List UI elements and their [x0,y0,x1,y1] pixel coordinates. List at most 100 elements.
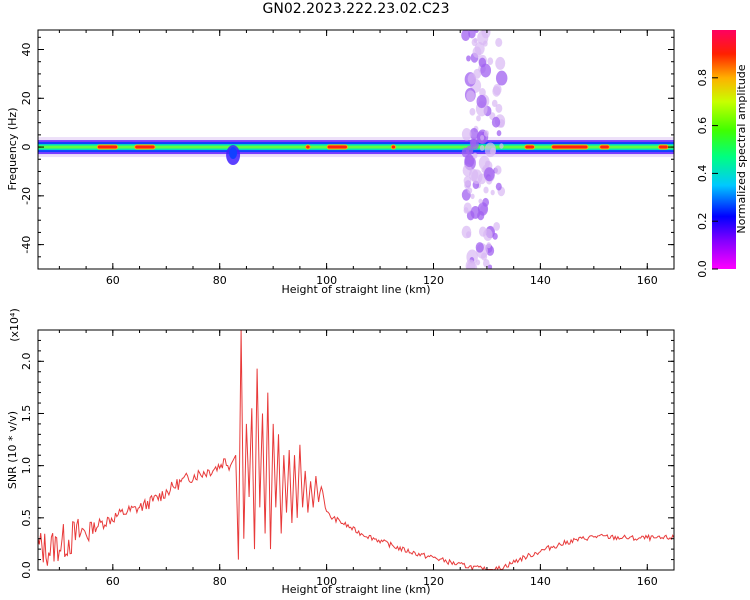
noise-blob [463,202,472,213]
noise-blob [495,37,503,48]
heatmap-plot-area [38,30,674,269]
heatmap-x-tick-label: 160 [637,274,658,287]
noise-blob [475,242,484,253]
noise-blob [470,193,475,200]
noise-blob [461,30,471,41]
noise-blob [494,165,502,175]
heatmap-y-tick-label: 20 [20,91,33,105]
snr-y-tick-label: 0.0 [20,561,33,579]
ridge-strong-segment [525,145,535,149]
noise-blob [471,169,483,184]
snr-y-tick-label: 2.0 [20,353,33,371]
colorbar-tick-label: 0.2 [696,212,709,230]
snr-plot-area [38,330,674,570]
noise-blob [476,94,487,109]
colorbar-axis: 0.0 0.2 0.4 0.6 0.8 [696,69,718,278]
noise-blob [490,189,495,196]
heatmap-y-tick-label: -40 [20,236,33,254]
ridge-strong-segment [552,145,588,149]
ridge-green-core [38,145,674,149]
heatmap-y-axis-label: Frequency (Hz) [6,108,19,191]
noise-blob [465,259,476,269]
noise-blob [476,115,481,122]
colorbar-tick-label: 0.8 [696,69,709,87]
ridge-strong-segment [327,145,347,149]
heatmap-frame [37,29,675,270]
heatmap-y-tick-label: 40 [20,43,33,57]
snr-axes: 60 80 100 120 140 160 0.0 0.5 1.0 1.5 2.0 [20,330,674,588]
noise-blob [461,127,472,141]
colorbar-label: Normalized spectral amplitude [735,64,748,233]
ridge-strong-segment [600,145,609,149]
heatmap-x-tick-label: 80 [213,274,227,287]
heatmap-y-tick-label: 0 [20,144,33,151]
snr-x-axis-label: Height of straight line (km) [281,583,430,596]
noise-blob [483,258,490,268]
noise-blob [464,180,471,190]
noise-blob [499,143,504,149]
noise-blob [474,30,479,34]
noise-blob [483,186,489,194]
noise-blob [480,134,485,141]
colorbar-tick-label: 0.6 [696,117,709,135]
noise-blob [493,221,501,231]
noise-blob [486,242,492,249]
ridge-strong-segment [658,145,668,149]
noise-blob [467,187,473,194]
snr-x-tick-label: 140 [530,575,551,588]
noise-blob [465,145,474,156]
noise-blob [495,70,508,86]
snr-frame [37,329,675,571]
ridge-strong-segment [135,145,155,149]
noise-blob [495,56,506,70]
ridge-strong-segment [97,145,118,149]
heatmap-x-tick-label: 120 [423,274,444,287]
noise-blob [487,264,493,269]
noise-blob [477,202,489,216]
colorbar-tick-label: 0.0 [696,260,709,278]
ridge-strong-segment [306,145,310,149]
ridge-disturbance-core [229,147,238,160]
snr-x-tick-label: 100 [316,575,337,588]
noise-blob [478,198,483,204]
noise-blob [481,30,491,39]
snr-y-multiplier: (x10⁴) [8,308,21,342]
noise-blob [474,42,485,56]
noise-blob [478,57,487,68]
noise-blob [466,231,472,238]
noise-blob [472,152,478,159]
noise-blob [483,228,493,241]
noise-blob [466,55,471,62]
snr-y-tick-label: 1.0 [20,457,33,475]
noise-blob [482,40,488,47]
ridge-strong-segment [391,145,396,149]
noise-blob [469,128,479,140]
colorbar-tick-label: 0.4 [696,165,709,183]
noise-blob [469,108,476,116]
noise-blob [467,73,477,85]
noise-blob [475,259,481,266]
noise-blob [471,38,478,47]
noise-blob [464,154,475,168]
noise-blob [470,138,479,150]
noise-blob [479,144,485,151]
colorbar [712,30,736,269]
noise-blob [495,182,502,191]
snr-y-axis-label: SNR (10 * v/v) [6,411,19,489]
heatmap-x-tick-label: 140 [530,274,551,287]
heatmap-axes: 60 80 100 120 140 160 -40 -20 0 20 40 [20,30,674,287]
noise-blob [491,99,498,108]
noise-blob [493,83,502,96]
snr-series-line [38,330,674,570]
chart-title: GN02.2023.222.23.02.C23 [262,1,450,17]
heatmap-x-tick-label: 100 [316,274,337,287]
noise-blob [483,167,495,182]
heatmap-x-axis-label: Height of straight line (km) [281,283,430,296]
noise-blob [495,103,503,113]
snr-y-tick-label: 0.5 [20,509,33,527]
noise-blob [466,90,475,102]
snr-x-tick-label: 120 [423,575,444,588]
snr-x-tick-label: 160 [637,575,658,588]
noise-blob [490,147,496,156]
